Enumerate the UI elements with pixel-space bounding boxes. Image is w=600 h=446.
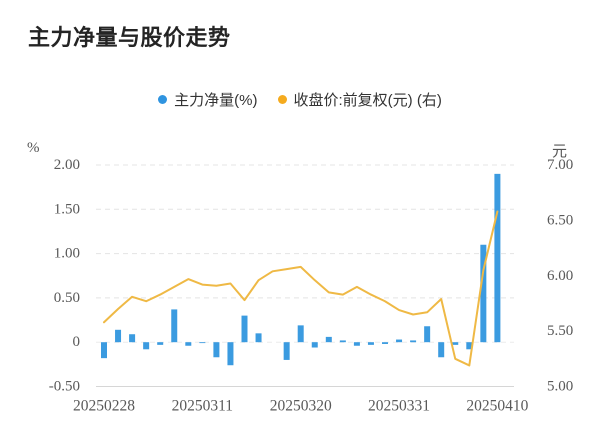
legend-item-main-net-volume[interactable]: 主力净量(%) bbox=[158, 89, 258, 110]
bar-20250310 bbox=[185, 342, 192, 346]
right-axis-tick: 6.50 bbox=[547, 212, 573, 228]
bar-20250410 bbox=[494, 173, 501, 343]
legend-item-close-price[interactable]: 收盘价:前复权(元) (右) bbox=[277, 89, 442, 110]
bar-20250409 bbox=[480, 244, 487, 343]
legend-dot-icon bbox=[158, 94, 168, 104]
x-axis-tick: 20250311 bbox=[172, 398, 233, 415]
bar-20250407 bbox=[452, 342, 459, 345]
left-axis-tick: 1.50 bbox=[54, 201, 80, 217]
left-axis-tick: 0.50 bbox=[54, 290, 80, 306]
bar-20250331 bbox=[396, 339, 403, 343]
legend-label-close-price: 收盘价:前复权(元) (右) bbox=[293, 91, 442, 109]
right-axis-tick: 7.00 bbox=[547, 157, 573, 173]
x-axis-tick: 20250410 bbox=[466, 398, 528, 415]
x-axis-tick: 20250331 bbox=[368, 398, 430, 415]
right-axis-tick: 5.50 bbox=[547, 323, 573, 339]
bar-20250303 bbox=[115, 329, 122, 343]
bar-20250311 bbox=[199, 342, 206, 344]
bar-20250321 bbox=[311, 342, 318, 348]
price-line bbox=[103, 210, 499, 367]
bar-20250304 bbox=[129, 334, 136, 343]
legend-dot-icon bbox=[277, 94, 287, 104]
bar-20250401 bbox=[410, 340, 417, 343]
left-axis-tick: -0.50 bbox=[49, 379, 80, 395]
left-axis-tick: 1.00 bbox=[54, 246, 80, 262]
right-axis-unit: 元 bbox=[552, 144, 568, 160]
x-axis-tick: 20250320 bbox=[270, 398, 332, 415]
bar-20250325 bbox=[339, 340, 346, 343]
bar-20250319 bbox=[283, 342, 290, 360]
bar-20250324 bbox=[325, 336, 332, 343]
bar-20250313 bbox=[227, 342, 234, 366]
bar-20250305 bbox=[143, 342, 150, 350]
right-axis-tick: 5.00 bbox=[547, 379, 573, 395]
bar-20250326 bbox=[353, 342, 360, 346]
x-axis-tick: 20250228 bbox=[73, 398, 135, 415]
bar-20250307 bbox=[171, 309, 178, 343]
bar-20250327 bbox=[367, 342, 374, 345]
legend-label-main-net-volume: 主力净量(%) bbox=[174, 91, 258, 109]
page-title: 主力净量与股价走势 bbox=[28, 25, 231, 50]
bar-20250328 bbox=[382, 342, 388, 344]
legend: 主力净量(%) 收盘价:前复权(元) (右) bbox=[0, 88, 600, 110]
bar-20250320 bbox=[297, 325, 304, 343]
bar-20250228 bbox=[101, 342, 107, 359]
bar-20250408 bbox=[466, 342, 473, 350]
left-axis-tick: 0 bbox=[73, 334, 81, 350]
bar-20250317 bbox=[255, 333, 262, 343]
bar-20250402 bbox=[424, 326, 431, 343]
left-axis-unit: % bbox=[27, 140, 40, 156]
right-axis-tick: 6.00 bbox=[547, 268, 573, 284]
bar-20250312 bbox=[213, 342, 220, 358]
left-axis-tick: 2.00 bbox=[54, 157, 80, 173]
bar-20250306 bbox=[157, 342, 164, 345]
bar-20250403 bbox=[438, 342, 445, 358]
bar-20250314 bbox=[241, 315, 248, 343]
